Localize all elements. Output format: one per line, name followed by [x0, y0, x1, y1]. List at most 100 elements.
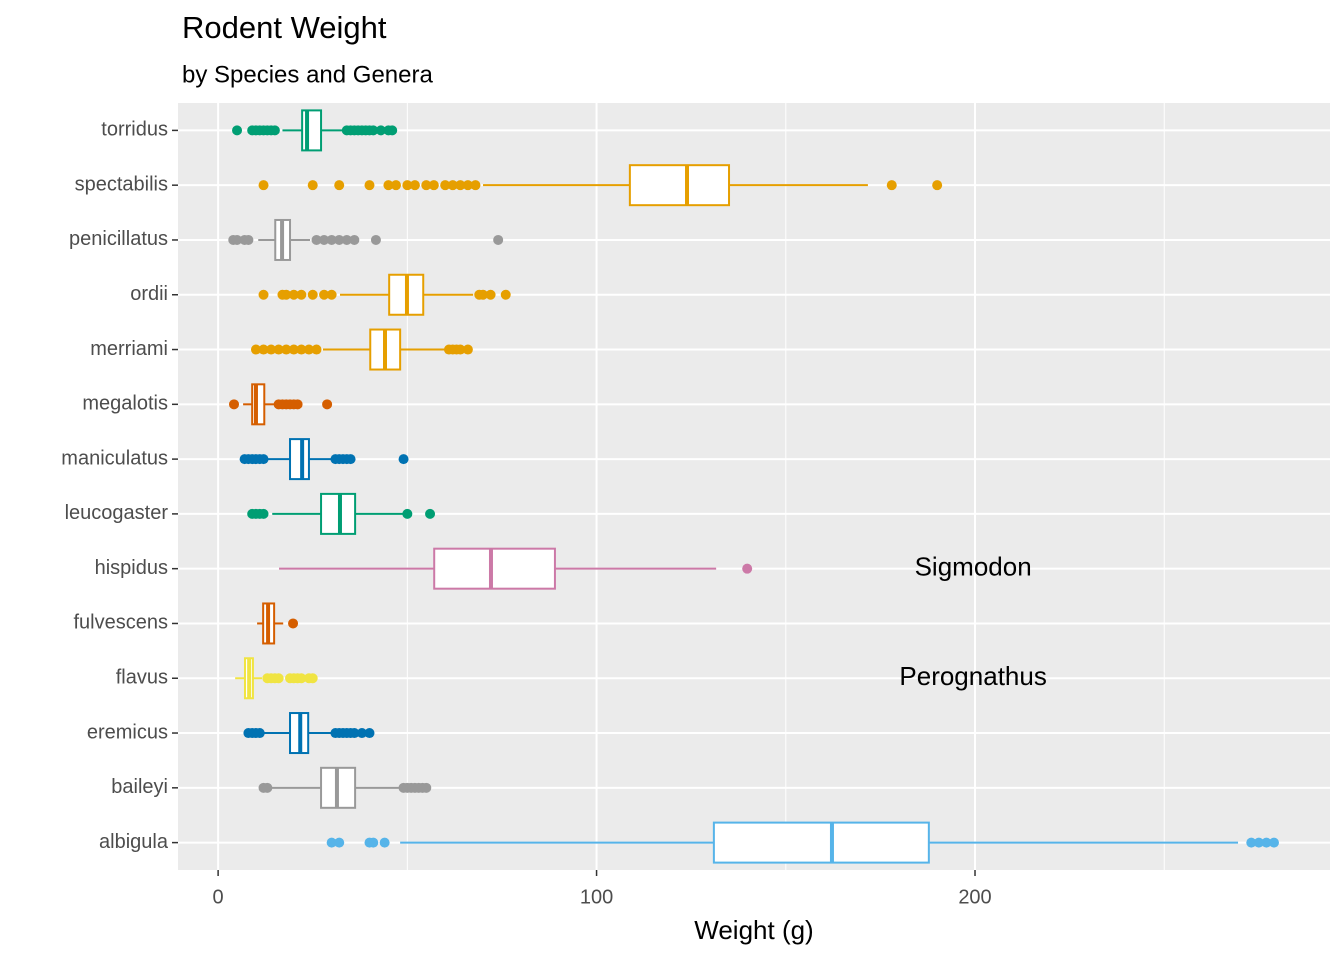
outlier — [478, 289, 489, 300]
outlier — [398, 454, 409, 465]
outlier — [1253, 837, 1264, 848]
outlier — [402, 180, 413, 191]
outlier — [349, 728, 360, 739]
outlier — [326, 837, 337, 848]
outlier — [232, 234, 243, 245]
outlier — [281, 289, 292, 300]
outlier — [243, 234, 254, 245]
outlier — [319, 234, 330, 245]
outlier — [370, 234, 381, 245]
outlier — [311, 344, 322, 355]
y-tick-label: fulvescens — [74, 612, 169, 634]
outlier — [402, 508, 413, 519]
y-tick-label: maniculatus — [61, 447, 168, 469]
outlier — [341, 234, 352, 245]
outlier — [368, 837, 379, 848]
outlier — [470, 180, 481, 191]
box — [433, 547, 556, 590]
outlier — [364, 180, 375, 191]
outlier — [345, 454, 356, 465]
box — [628, 164, 731, 207]
y-tick-label: penicillatus — [69, 228, 168, 250]
outlier — [273, 673, 284, 684]
y-tick-label: merriami — [90, 338, 168, 360]
outlier — [1268, 837, 1279, 848]
outlier — [296, 344, 307, 355]
outlier — [886, 180, 897, 191]
outlier — [379, 837, 390, 848]
outlier — [262, 782, 273, 793]
outlier — [326, 234, 337, 245]
outlier — [455, 180, 466, 191]
outlier — [421, 180, 432, 191]
y-tick-label: baileyi — [111, 776, 168, 798]
y-tick-label: leucogaster — [65, 502, 169, 524]
outlier — [387, 125, 398, 136]
outlier — [375, 125, 386, 136]
outlier — [229, 399, 240, 410]
outlier — [273, 344, 284, 355]
outlier — [322, 399, 333, 410]
outlier — [356, 728, 367, 739]
outlier — [266, 344, 277, 355]
annotation: Perognathus — [899, 661, 1046, 691]
outlier — [485, 289, 496, 300]
y-tick-label: hispidus — [95, 557, 168, 579]
outlier — [258, 180, 269, 191]
outlier — [258, 454, 269, 465]
box — [301, 109, 323, 152]
outlier — [288, 344, 299, 355]
y-tick-label: albigula — [99, 831, 169, 853]
outlier — [296, 289, 307, 300]
outlier — [462, 180, 473, 191]
outlier — [364, 728, 375, 739]
x-axis-title: Weight (g) — [694, 915, 813, 945]
y-tick-label: eremicus — [87, 721, 168, 743]
y-tick-label: flavus — [116, 667, 168, 689]
outlier — [500, 289, 511, 300]
outlier — [440, 180, 451, 191]
outlier — [281, 344, 292, 355]
outlier — [307, 673, 318, 684]
outlier — [932, 180, 943, 191]
outlier — [334, 837, 345, 848]
outlier — [311, 234, 322, 245]
outlier — [334, 180, 345, 191]
outlier — [307, 180, 318, 191]
y-tick-label: torridus — [101, 119, 168, 141]
outlier — [326, 289, 337, 300]
outlier — [493, 234, 504, 245]
outlier — [269, 125, 280, 136]
outlier — [258, 289, 269, 300]
outlier — [334, 234, 345, 245]
outlier — [258, 344, 269, 355]
y-tick-label: spectabilis — [75, 173, 168, 195]
outlier — [303, 344, 314, 355]
box — [712, 821, 930, 864]
outlier — [258, 508, 269, 519]
outlier — [428, 180, 439, 191]
outlier — [742, 563, 753, 574]
panel — [178, 103, 1330, 870]
outlier — [383, 180, 394, 191]
y-tick-label: megalotis — [82, 393, 168, 415]
outlier — [425, 508, 436, 519]
outlier — [368, 125, 379, 136]
annotation: Sigmodon — [915, 552, 1032, 582]
x-tick-label: 200 — [958, 886, 991, 908]
outlier — [319, 289, 330, 300]
outlier — [292, 399, 303, 410]
outlier — [1261, 837, 1272, 848]
x-tick-label: 0 — [213, 886, 224, 908]
outlier — [296, 673, 307, 684]
outlier — [455, 344, 466, 355]
outlier — [421, 782, 432, 793]
chart-title: Rodent Weight — [182, 10, 387, 45]
outlier — [288, 289, 299, 300]
outlier — [307, 289, 318, 300]
y-tick-label: ordii — [130, 283, 168, 305]
outlier — [390, 180, 401, 191]
outlier — [250, 344, 261, 355]
outlier — [1246, 837, 1257, 848]
